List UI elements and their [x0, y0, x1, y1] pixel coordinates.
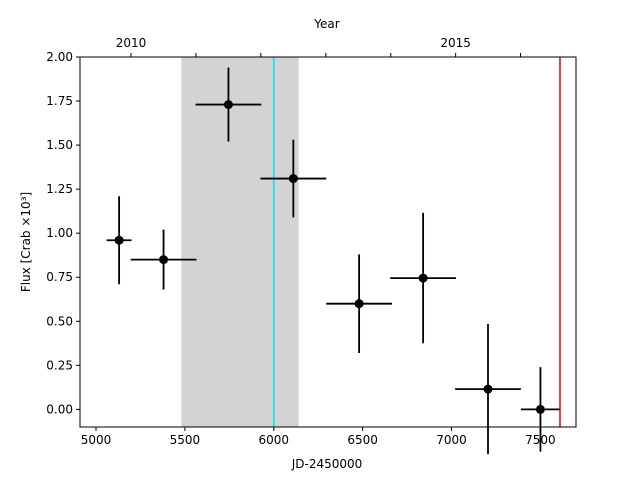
y-tick-label-1: 0.25: [46, 358, 73, 372]
x-tick-label-5500: 5500: [170, 433, 201, 447]
plot-background-layer: [181, 57, 561, 427]
data-point-7: [483, 384, 493, 394]
data-point-2: [159, 255, 169, 265]
plot-frame: [79, 56, 577, 428]
x-tick-label-5000: 5000: [81, 433, 112, 447]
x-tick-label-7000: 7000: [436, 433, 467, 447]
plot-axes-layer: 5000 5500 6000 6500 7000 7500 0.00 0.25 0.50 0.75…: [46, 36, 577, 447]
top-axis-title: Year: [313, 17, 339, 31]
data-point-3: [223, 100, 233, 110]
y-axis-title: Flux [Crab ×10³]: [19, 192, 33, 292]
plot-data-layer: [106, 67, 560, 455]
x-tick-label-6500: 6500: [347, 433, 378, 447]
x-axis-title: JD-2450000: [291, 457, 363, 471]
y-tick-label-3: 0.75: [46, 270, 73, 284]
top-tick-label-2010: 2010: [116, 36, 147, 50]
y-tick-label-6: 1.50: [46, 138, 73, 152]
data-point-1: [114, 235, 124, 245]
y-tick-label-8: 2.00: [46, 50, 73, 64]
y-tick-label-7: 1.75: [46, 94, 73, 108]
x-tick-label-7500: 7500: [525, 433, 556, 447]
x-tick-label-6000: 6000: [259, 433, 290, 447]
y-tick-label-2: 0.50: [46, 314, 73, 328]
data-point-6: [418, 273, 428, 283]
data-point-5: [354, 299, 364, 309]
y-tick-label-5: 1.25: [46, 182, 73, 196]
y-tick-label-0: 0.00: [46, 402, 73, 416]
y-tick-label-4: 1.00: [46, 226, 73, 240]
data-point-8: [535, 404, 545, 414]
shaded-region: [181, 57, 299, 427]
data-point-4: [288, 174, 298, 184]
top-tick-label-2015: 2015: [440, 36, 471, 50]
